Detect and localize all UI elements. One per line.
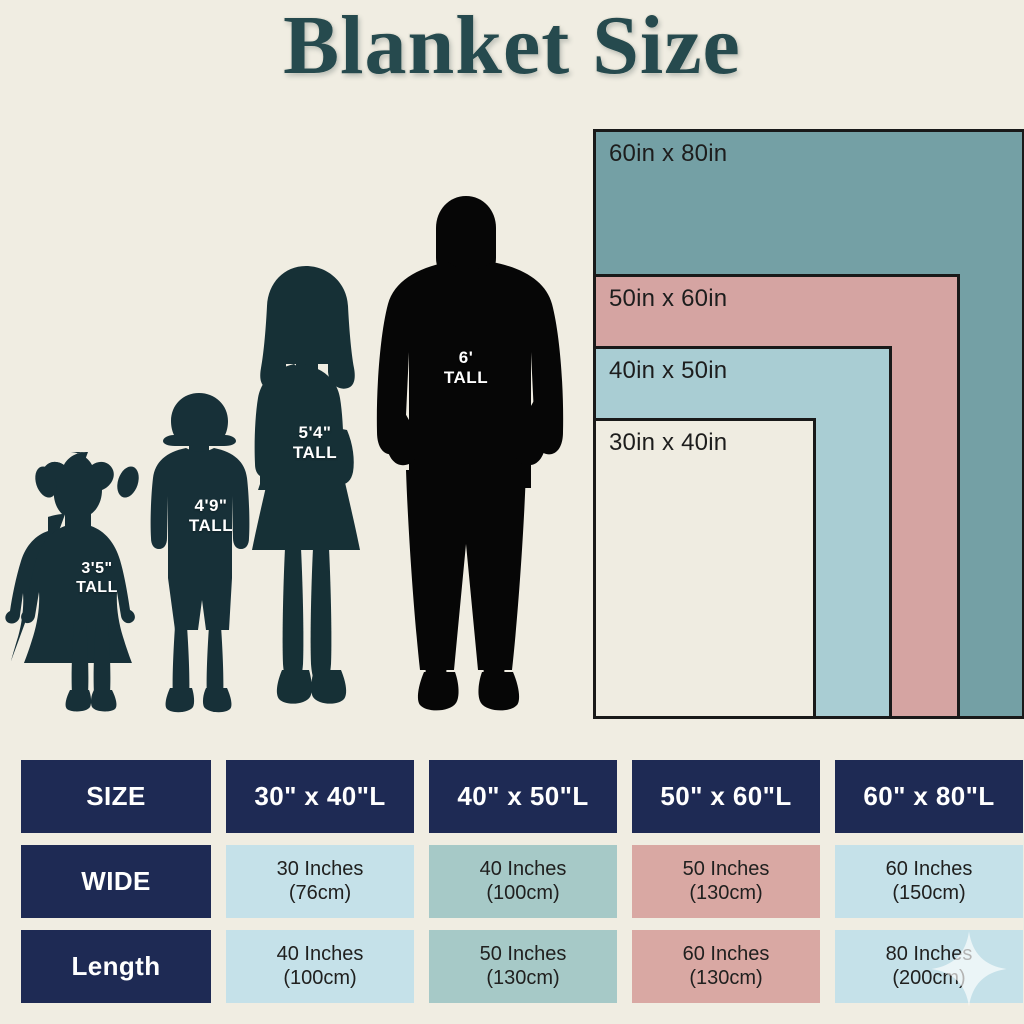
blanket-rect-30x40: 30in x 40in: [593, 418, 816, 719]
blanket-rect-label-30x40: 30in x 40in: [609, 429, 728, 456]
table-cell-length-60x80: 80 Inches (200cm): [835, 930, 1023, 1003]
length-inches-50x60: 60 Inches: [682, 942, 770, 965]
table-rowheader-length: Length: [21, 930, 211, 1003]
wide-cm-40x50: (100cm): [486, 881, 560, 904]
wide-inches-60x80: 60 Inches: [885, 857, 973, 880]
woman-silhouette: [252, 266, 360, 704]
table-rowheader-wide: WIDE: [21, 845, 211, 918]
wide-cm-50x60: (130cm): [689, 881, 763, 904]
length-cm-40x50: (130cm): [486, 966, 560, 989]
length-cm-30x40: (100cm): [283, 966, 357, 989]
man-silhouette: [376, 196, 564, 711]
length-cm-50x60: (130cm): [689, 966, 763, 989]
table-cell-length-50x60: 60 Inches (130cm): [632, 930, 820, 1003]
table-header-size: SIZE: [21, 760, 211, 833]
blanket-rect-label-60x80: 60in x 80in: [609, 140, 728, 167]
wide-inches-50x60: 50 Inches: [682, 857, 770, 880]
blanket-size-chart: 60in x 80in 50in x 60in 40in x 50in 30in…: [585, 122, 1024, 722]
boy-silhouette: [150, 393, 250, 713]
length-inches-40x50: 50 Inches: [479, 942, 567, 965]
silhouette-group: 3'5" TALL 4'9" TALL 5'4" TALL 6' TALL: [0, 0, 600, 740]
wide-inches-30x40: 30 Inches: [276, 857, 364, 880]
table-cell-wide-50x60: 50 Inches (130cm): [632, 845, 820, 918]
wide-inches-40x50: 40 Inches: [479, 857, 567, 880]
table-cell-wide-30x40: 30 Inches (76cm): [226, 845, 414, 918]
table-header-col-30x40: 30" x 40"L: [226, 760, 414, 833]
table-cell-wide-40x50: 40 Inches (100cm): [429, 845, 617, 918]
length-cm-60x80: (200cm): [892, 966, 966, 989]
wide-cm-60x80: (150cm): [892, 881, 966, 904]
wide-cm-30x40: (76cm): [288, 881, 352, 904]
table-header-col-60x80: 60" x 80"L: [835, 760, 1023, 833]
size-comparison-table: SIZE 30" x 40"L 40" x 50"L 50" x 60"L 60…: [21, 760, 1024, 1003]
length-inches-60x80: 80 Inches: [885, 942, 973, 965]
girl-silhouette: [5, 452, 139, 712]
table-cell-length-40x50: 50 Inches (130cm): [429, 930, 617, 1003]
table-cell-wide-60x80: 60 Inches (150cm): [835, 845, 1023, 918]
length-inches-30x40: 40 Inches: [276, 942, 364, 965]
page-title: Blanket Size: [282, 0, 741, 92]
blanket-rect-label-50x60: 50in x 60in: [609, 285, 728, 312]
blanket-rect-label-40x50: 40in x 50in: [609, 357, 728, 384]
table-header-col-40x50: 40" x 50"L: [429, 760, 617, 833]
table-header-col-50x60: 50" x 60"L: [632, 760, 820, 833]
table-cell-length-30x40: 40 Inches (100cm): [226, 930, 414, 1003]
